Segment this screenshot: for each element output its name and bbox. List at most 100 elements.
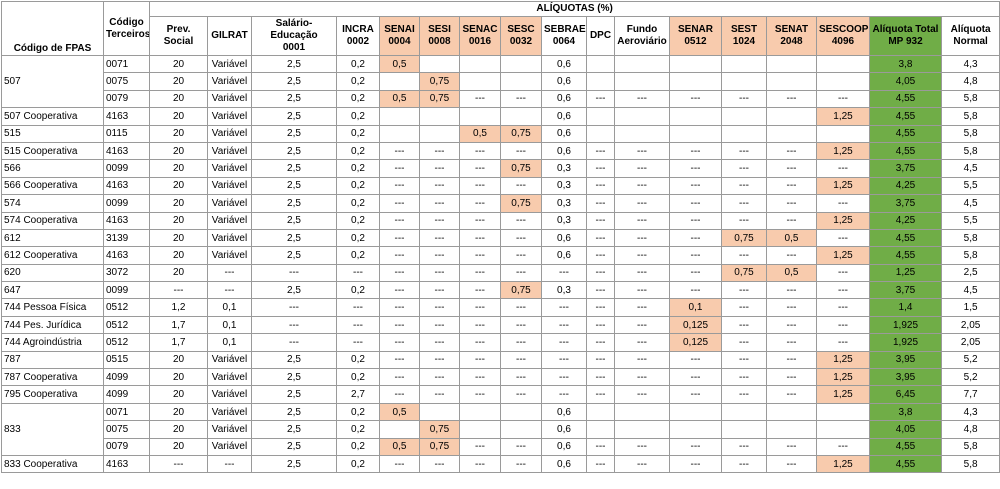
cell: 2,5 (251, 228, 337, 248)
cell: 4,55 (869, 124, 942, 143)
cell: 5,2 (940, 350, 1000, 370)
cell: --- (614, 89, 670, 109)
table-row: 744 Agroindústria 0512 1,7 0,1 --- --- --- --- -… (1, 333, 1000, 352)
column-header: INCRA 0002 (336, 16, 380, 56)
cell: --- (721, 385, 767, 404)
cell: --- (614, 454, 670, 474)
cell: 5,8 (940, 437, 1000, 456)
cell: --- (669, 141, 722, 161)
cell: --- (379, 176, 420, 196)
cell: 0075 (103, 420, 150, 439)
cell: --- (669, 281, 722, 300)
cell: --- (379, 454, 420, 474)
cell: Variável (207, 194, 252, 213)
column-header: SENAT 2048 (766, 16, 817, 56)
cell: 0,3 (541, 176, 587, 196)
cell: 2,5 (251, 368, 337, 387)
column-code: 0004 (388, 36, 411, 47)
cell: --- (669, 89, 722, 109)
cell: --- (614, 350, 670, 370)
cell: --- (251, 333, 337, 352)
cell (500, 420, 542, 439)
column-header: SESCOOP 4096 (816, 16, 870, 56)
cell: --- (586, 246, 615, 265)
cell: --- (419, 263, 460, 283)
cell: 4,3 (940, 402, 1000, 422)
fpas-cell: 515 (1, 124, 104, 143)
cell: 0,75 (419, 437, 460, 456)
cell: 5,2 (940, 368, 1000, 387)
cell: --- (419, 141, 460, 161)
cell: Variável (207, 159, 252, 178)
cell: --- (207, 281, 252, 300)
cell: Variável (207, 89, 252, 109)
cell: 4163 (103, 176, 150, 196)
cell: 1,25 (816, 350, 870, 370)
cell: 2,5 (251, 159, 337, 178)
cell: --- (766, 194, 817, 213)
cell: --- (500, 211, 542, 230)
cell: --- (766, 368, 817, 387)
cell: 0,2 (336, 54, 380, 74)
table-row: 515 0115 20 Variável 2,5 0,2 0,5 0,75 0,6 4,55 5,8 (1, 124, 1000, 143)
cell: 1,2 (149, 298, 208, 317)
cell: --- (721, 454, 767, 474)
cell: --- (766, 141, 817, 161)
column-header: SESI 0008 (419, 16, 460, 56)
cell (614, 72, 670, 91)
table-row: 566 Cooperativa 4163 20 Variável 2,5 0,2 --- --… (1, 176, 1000, 196)
cell: 0,75 (500, 124, 542, 143)
cell: --- (379, 315, 420, 335)
cell: --- (336, 315, 380, 335)
cell: 4,8 (940, 420, 1000, 439)
cell: 5,8 (940, 454, 1000, 474)
cell: 2,5 (251, 89, 337, 109)
cell: 5,8 (940, 141, 1000, 161)
cell: 0512 (103, 315, 150, 335)
cell: Variável (207, 228, 252, 248)
fpas-cell: 612 Cooperativa (1, 246, 104, 265)
cell: --- (500, 89, 542, 109)
cell (459, 72, 501, 91)
cell: --- (816, 89, 870, 109)
cell: Variável (207, 368, 252, 387)
cell: --- (766, 159, 817, 178)
column-header: SENAI 0004 (379, 16, 420, 56)
cell (419, 124, 460, 143)
cell (614, 402, 670, 422)
cell (586, 402, 615, 422)
cell: --- (379, 228, 420, 248)
cell: --- (500, 246, 542, 265)
column-header: Prev. Social (149, 16, 208, 56)
cell: --- (669, 211, 722, 230)
cell: --- (336, 298, 380, 317)
cell: 0512 (103, 333, 150, 352)
cell: 4163 (103, 454, 150, 474)
cell: 2,5 (251, 194, 337, 213)
cell: 1,25 (816, 211, 870, 230)
cell: --- (586, 368, 615, 387)
cell: --- (541, 333, 587, 352)
column-header: Alíquota Normal (940, 16, 1000, 56)
cell: 2,5 (251, 281, 337, 300)
fpas-cell: 574 (1, 194, 104, 213)
cell: --- (669, 437, 722, 456)
cell: --- (500, 385, 542, 404)
table-row: 833 Cooperativa 4163 --- --- 2,5 0,2 --- --- ---… (1, 454, 1000, 474)
cell: --- (459, 89, 501, 109)
column-label: Fundo Aeroviário (617, 24, 667, 47)
fpas-cell: 507 (1, 54, 104, 109)
cell: --- (419, 176, 460, 196)
cell (669, 402, 722, 422)
cell: 0,6 (541, 107, 587, 126)
cell: 0071 (103, 54, 150, 74)
cell: 4,8 (940, 72, 1000, 91)
cell: --- (586, 141, 615, 161)
fpas-cell: 566 Cooperativa (1, 176, 104, 196)
cell: --- (500, 176, 542, 196)
table-row: 612 Cooperativa 4163 20 Variável 2,5 0,2 --- --… (1, 246, 1000, 265)
cell: 2,5 (251, 437, 337, 456)
cell: --- (816, 437, 870, 456)
cell: 0075 (103, 72, 150, 91)
cell (419, 402, 460, 422)
